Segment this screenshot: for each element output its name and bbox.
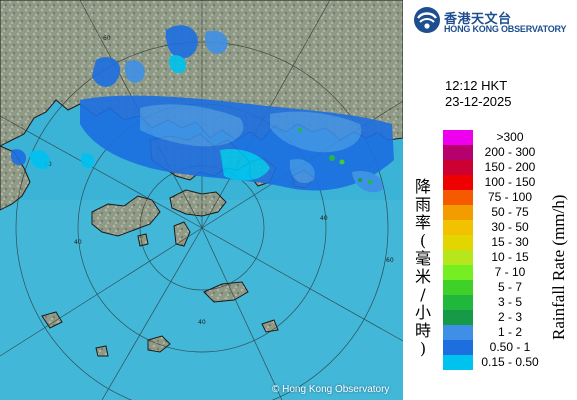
legend-swatch <box>443 295 473 310</box>
legend-swatch <box>443 310 473 325</box>
logo-chinese-text: 香港天文台 <box>444 12 512 27</box>
legend-title-zh-char: ) <box>419 339 427 358</box>
hko-logo: 香港天文台 HONG KONG OBSERVATORY <box>413 6 577 36</box>
radar-map-canvas: 60 60 60 40 40 40 <box>0 0 403 400</box>
sea-shade <box>0 200 403 400</box>
legend-label: 10 - 15 <box>491 250 529 264</box>
legend-label: 1 - 2 <box>497 325 522 339</box>
legend-label: 30 - 50 <box>491 220 529 234</box>
cheung-chau <box>137 233 149 247</box>
legend-swatch <box>443 220 473 235</box>
legend-swatch <box>443 130 473 145</box>
rain-echoes <box>10 25 394 193</box>
legend-swatch <box>443 175 473 190</box>
legend-label: 5 - 7 <box>497 280 522 294</box>
radar-time: 12:12 HKT <box>445 78 508 93</box>
legend-title-zh-char: 降 <box>415 177 432 196</box>
legend-label: 200 - 300 <box>484 145 536 159</box>
legend-swatch <box>443 325 473 340</box>
legend-swatch <box>443 160 473 175</box>
southern-island-5 <box>95 345 109 357</box>
ring-label-1: 60 <box>103 35 111 42</box>
legend-title-zh-char: 雨 <box>415 195 432 214</box>
legend-label: 7 - 10 <box>494 265 526 279</box>
legend-label: 50 - 75 <box>491 205 529 219</box>
lamma-island <box>173 221 191 247</box>
ring-label-4: 40 <box>74 239 82 246</box>
ring-label-5: 40 <box>198 319 206 326</box>
legend-label: 100 - 150 <box>484 175 536 189</box>
legend-label: 3 - 5 <box>497 295 522 309</box>
legend-swatch <box>443 250 473 265</box>
legend-label: 2 - 3 <box>497 310 522 324</box>
lantau-island <box>91 195 161 237</box>
legend-title-chinese: 降 雨 率 ( 毫 米 / 小 時 ) <box>415 178 431 358</box>
legend-label: 75 - 100 <box>487 190 533 204</box>
hko-logo-icon <box>414 7 440 33</box>
ring-label-6: 40 <box>320 215 328 222</box>
legend-swatch <box>443 265 473 280</box>
map-copyright: © Hong Kong Observatory <box>272 384 390 395</box>
legend-title-zh-char: 小 <box>415 303 432 322</box>
legend-label: 0.50 - 1 <box>489 340 531 354</box>
legend-swatch <box>443 355 473 370</box>
legend-label: 150 - 200 <box>484 160 536 174</box>
legend-swatch <box>443 205 473 220</box>
southern-island-1 <box>203 281 249 303</box>
legend-title-zh-char: 米 <box>415 267 432 286</box>
legend-title-english: Rainfall Rate (mm/h) <box>549 194 568 340</box>
info-panel: 香港天文台 HONG KONG OBSERVATORY 12:12 HKT 23… <box>403 0 577 400</box>
legend-swatch <box>443 340 473 355</box>
legend-swatch <box>443 235 473 250</box>
legend-labels: >300 200 - 300 150 - 200 100 - 150 75 - 100 5… <box>475 130 545 370</box>
legend-label: 15 - 30 <box>491 235 529 249</box>
legend-swatch <box>443 145 473 160</box>
legend-color-bar <box>443 130 473 370</box>
legend-title-zh-char: 率 <box>415 213 432 232</box>
radar-map: 60 60 60 40 40 40 <box>0 0 403 400</box>
ring-label-2: 60 <box>386 257 394 264</box>
legend-label: >300 <box>496 130 524 144</box>
radar-date: 23-12-2025 <box>445 94 512 109</box>
southern-island-3 <box>41 311 63 329</box>
legend-title-zh-char: / <box>420 285 426 304</box>
legend-title-zh-char: ( <box>419 231 427 250</box>
legend-title-zh-char: 毫 <box>415 249 432 268</box>
legend-title-zh-char: 時 <box>415 321 432 340</box>
legend-swatch <box>443 190 473 205</box>
logo-english-text: HONG KONG OBSERVATORY <box>444 24 567 34</box>
legend-swatch <box>443 280 473 295</box>
legend-label: 0.15 - 0.50 <box>481 355 539 369</box>
